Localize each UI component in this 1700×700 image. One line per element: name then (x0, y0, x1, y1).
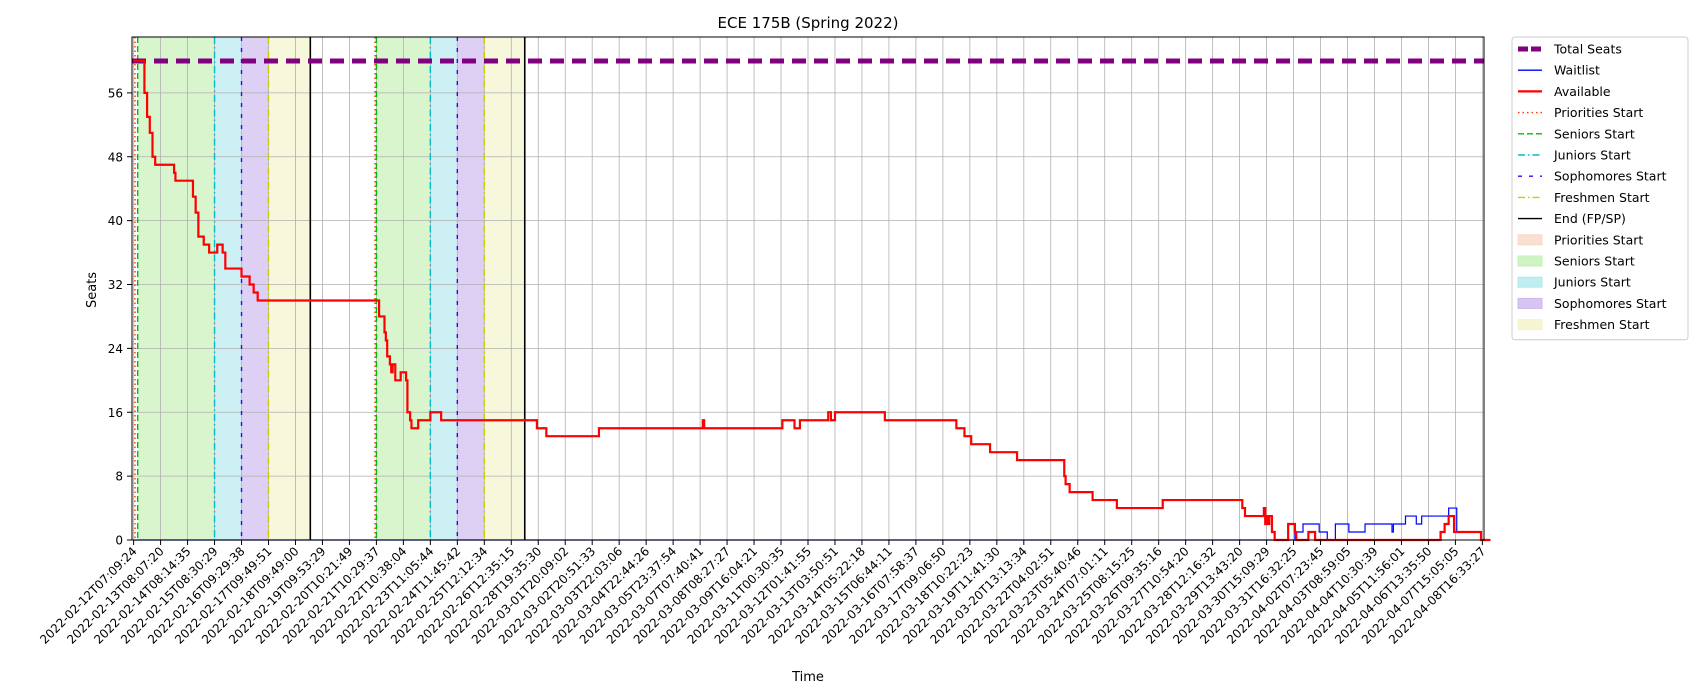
phase-band (137, 37, 215, 540)
phase-band (214, 37, 242, 540)
chart-title: ECE 175B (Spring 2022) (718, 14, 899, 32)
legend-label: Total Seats (1553, 42, 1622, 57)
legend-label: Freshmen Start (1554, 317, 1650, 332)
x-axis-label: Time (791, 670, 824, 685)
legend-label: Seniors Start (1554, 126, 1635, 141)
legend-label: Available (1554, 84, 1611, 99)
legend-label: Juniors Start (1553, 275, 1631, 290)
legend-label: Sophomores Start (1554, 169, 1667, 184)
y-tick-label: 8 (115, 470, 123, 484)
series-line-available (133, 59, 1491, 542)
y-tick-label: 48 (108, 150, 123, 164)
legend-label: Juniors Start (1553, 148, 1631, 163)
phase-band (430, 37, 458, 540)
legend-label: Priorities Start (1554, 105, 1643, 120)
y-axis-label: Seats (85, 272, 100, 308)
legend-swatch (1517, 276, 1543, 288)
legend-label: End (FP/SP) (1554, 211, 1626, 226)
legend-label: Waitlist (1554, 63, 1600, 78)
phase-band (457, 37, 485, 540)
y-tick-label: 0 (115, 534, 123, 548)
legend-swatch (1517, 297, 1543, 309)
legend-swatch (1517, 319, 1543, 331)
legend-label: Priorities Start (1554, 232, 1643, 247)
legend-label: Sophomores Start (1554, 296, 1667, 311)
phase-band (484, 37, 525, 540)
legend-label: Seniors Start (1554, 254, 1635, 269)
legend-box (1511, 36, 1689, 341)
phase-band (268, 37, 311, 540)
y-tick-label: 56 (108, 86, 123, 100)
y-tick-label: 40 (108, 214, 123, 228)
series-line-waitlist (133, 507, 1491, 541)
phase-band (241, 37, 269, 540)
y-tick-label: 24 (108, 342, 123, 356)
y-tick-label: 32 (108, 278, 123, 292)
legend-swatch (1517, 234, 1543, 246)
legend-label: Freshmen Start (1554, 190, 1650, 205)
legend-swatch (1517, 255, 1543, 267)
y-tick-label: 16 (108, 406, 123, 420)
